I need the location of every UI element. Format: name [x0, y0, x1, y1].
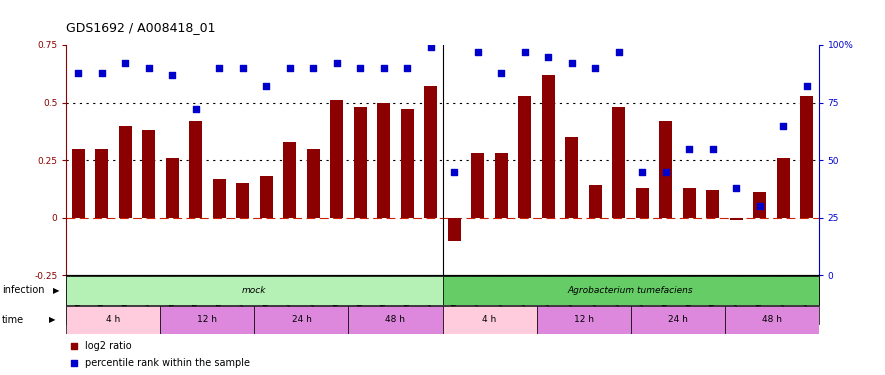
Bar	[66, 276, 442, 304]
Text: 48 h: 48 h	[762, 315, 781, 324]
Bar	[119, 126, 132, 218]
Bar	[349, 306, 442, 334]
Bar	[307, 148, 319, 217]
Text: 12 h: 12 h	[573, 315, 594, 324]
Bar	[189, 121, 202, 218]
Point	[165, 72, 180, 78]
Bar	[442, 276, 819, 304]
Bar	[612, 107, 626, 218]
Bar	[542, 75, 555, 217]
Bar	[706, 190, 720, 217]
Point	[71, 70, 85, 76]
Point	[635, 169, 650, 175]
Bar	[536, 306, 630, 334]
Point	[518, 49, 532, 55]
Bar	[283, 142, 296, 218]
Text: mock: mock	[242, 286, 266, 295]
Bar	[589, 186, 602, 218]
Bar	[255, 306, 349, 334]
Text: 4 h: 4 h	[482, 315, 496, 324]
Point	[189, 106, 203, 112]
Text: 24 h: 24 h	[291, 315, 312, 324]
Text: GDS1692 / A008418_01: GDS1692 / A008418_01	[66, 21, 216, 34]
Bar	[72, 148, 85, 217]
Bar	[96, 148, 108, 217]
Bar	[354, 107, 366, 218]
Point	[212, 65, 227, 71]
Bar	[635, 188, 649, 218]
Point	[705, 146, 720, 152]
Bar	[442, 306, 536, 334]
Point	[729, 185, 743, 191]
Bar	[683, 188, 696, 218]
Text: time: time	[2, 315, 24, 325]
Text: ▶: ▶	[53, 286, 59, 295]
Text: Agrobacterium tumefaciens: Agrobacterium tumefaciens	[568, 286, 693, 295]
Bar	[377, 103, 390, 218]
Bar	[424, 87, 437, 218]
Bar	[753, 192, 766, 217]
Point	[377, 65, 391, 71]
Point	[118, 60, 132, 66]
Text: 48 h: 48 h	[386, 315, 405, 324]
Bar	[800, 96, 813, 218]
Bar	[630, 306, 725, 334]
Bar	[212, 178, 226, 218]
Point	[471, 49, 485, 55]
Point	[353, 65, 367, 71]
Bar	[259, 176, 273, 218]
Point	[658, 169, 673, 175]
Text: ▶: ▶	[49, 315, 55, 324]
Point	[282, 65, 296, 71]
Bar	[730, 217, 743, 220]
Bar	[725, 306, 819, 334]
Text: 12 h: 12 h	[197, 315, 218, 324]
Point	[447, 169, 461, 175]
Bar	[519, 96, 531, 218]
Bar	[777, 158, 789, 218]
Point	[682, 146, 696, 152]
Bar	[495, 153, 508, 218]
Bar	[472, 153, 484, 218]
Point	[612, 49, 626, 55]
Bar	[448, 217, 461, 241]
Point	[753, 203, 767, 209]
Point	[424, 44, 438, 50]
Point	[800, 84, 814, 90]
Text: 24 h: 24 h	[667, 315, 688, 324]
Bar	[165, 158, 179, 218]
Point	[66, 360, 81, 366]
Point	[776, 123, 790, 129]
Point	[259, 84, 273, 90]
Bar	[160, 306, 255, 334]
Bar	[66, 306, 160, 334]
Bar	[330, 100, 343, 218]
Text: percentile rank within the sample: percentile rank within the sample	[85, 358, 250, 368]
Point	[494, 70, 508, 76]
Point	[66, 343, 81, 349]
Point	[400, 65, 414, 71]
Point	[95, 70, 109, 76]
Bar	[236, 183, 250, 218]
Text: log2 ratio: log2 ratio	[85, 341, 132, 351]
Point	[306, 65, 320, 71]
Point	[142, 65, 156, 71]
Bar	[142, 130, 155, 218]
Bar	[659, 121, 673, 218]
Point	[329, 60, 343, 66]
Bar	[401, 110, 413, 218]
Point	[589, 65, 603, 71]
Point	[565, 60, 579, 66]
Bar	[566, 137, 578, 218]
Point	[235, 65, 250, 71]
Text: 4 h: 4 h	[106, 315, 120, 324]
Text: infection: infection	[2, 285, 44, 296]
Point	[542, 54, 556, 60]
